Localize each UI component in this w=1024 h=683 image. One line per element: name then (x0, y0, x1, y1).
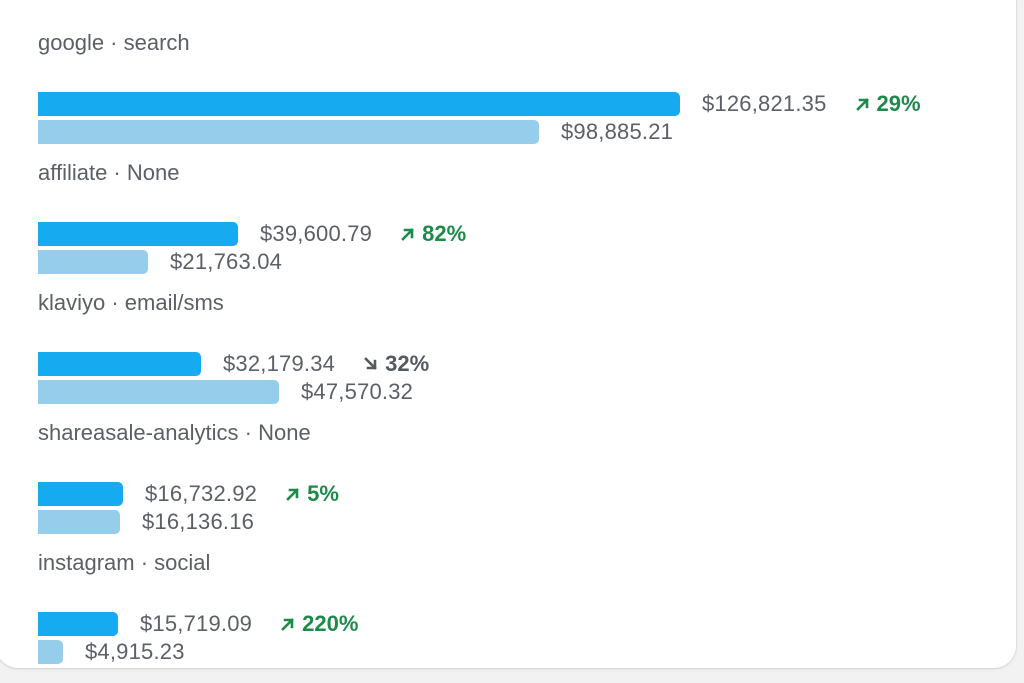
previous-period-line: $4,915.23 (38, 639, 185, 664)
previous-value: $21,763.04 (170, 249, 283, 274)
current-value: $39,600.79 (260, 221, 373, 246)
previous-period-line: $47,570.32 (38, 379, 414, 404)
change-percent: 82% (422, 221, 467, 246)
previous-period-line: $21,763.04 (38, 249, 283, 274)
arrow-up-right-icon (855, 98, 869, 111)
channel-label: klaviyo · email/sms (38, 290, 224, 315)
channel-revenue-card: google · search $126,821.35 29% $98,885.… (0, 0, 1016, 668)
change-indicator: 82% (400, 221, 466, 247)
current-period-line: $39,600.79 82% (38, 221, 466, 247)
change-percent: 32% (385, 351, 430, 376)
change-indicator: 32% (363, 351, 429, 377)
previous-period-bar[interactable] (38, 250, 148, 274)
change-indicator: 5% (285, 481, 339, 507)
previous-period-line: $98,885.21 (38, 119, 674, 144)
current-period-line: $15,719.09 220% (38, 611, 358, 637)
channel-label: affiliate · None (38, 160, 180, 185)
current-period-bar[interactable] (38, 612, 118, 636)
channel-row: shareasale-analytics · None $16,732.92 5… (38, 419, 998, 549)
previous-value: $16,136.16 (142, 509, 255, 534)
current-value: $126,821.35 (702, 91, 827, 116)
previous-period-bar[interactable] (38, 380, 279, 404)
channel-row: instagram · social $15,719.09 220% $4,91… (38, 549, 998, 679)
current-period-bar[interactable] (38, 92, 680, 116)
change-percent: 5% (307, 481, 339, 506)
previous-value: $98,885.21 (561, 119, 674, 144)
arrow-up-right-icon (401, 228, 414, 241)
current-value: $32,179.34 (223, 351, 336, 376)
current-value: $16,732.92 (145, 481, 258, 506)
current-period-bar[interactable] (38, 482, 123, 506)
current-period-bar[interactable] (38, 352, 201, 376)
previous-period-bar[interactable] (38, 120, 539, 144)
previous-period-line: $16,136.16 (38, 509, 255, 534)
current-value: $15,719.09 (140, 611, 253, 636)
arrow-up-right-icon (286, 488, 299, 501)
current-period-line: $16,732.92 5% (38, 481, 339, 507)
current-period-bar[interactable] (38, 222, 238, 246)
channel-row: klaviyo · email/sms $32,179.34 32% $47,5… (38, 289, 998, 419)
channel-label: shareasale-analytics · None (38, 420, 311, 445)
previous-value: $47,570.32 (301, 379, 414, 404)
change-indicator: 220% (280, 611, 358, 637)
current-period-line: $126,821.35 29% (38, 91, 921, 117)
change-percent: 220% (302, 611, 359, 636)
channel-label: google · search (38, 30, 190, 55)
channel-label: instagram · social (38, 550, 211, 575)
previous-period-bar[interactable] (38, 640, 63, 664)
channel-row: google · search $126,821.35 29% $98,885.… (38, 29, 998, 159)
arrow-down-right-icon (364, 357, 377, 370)
previous-period-bar[interactable] (38, 510, 120, 534)
previous-value: $4,915.23 (85, 639, 185, 664)
current-period-line: $32,179.34 32% (38, 351, 429, 377)
change-percent: 29% (876, 91, 921, 116)
channel-row: affiliate · None $39,600.79 82% $21,763.… (38, 159, 998, 289)
channel-list: google · search $126,821.35 29% $98,885.… (38, 29, 998, 679)
arrow-up-right-icon (281, 618, 294, 631)
change-indicator: 29% (855, 91, 921, 117)
